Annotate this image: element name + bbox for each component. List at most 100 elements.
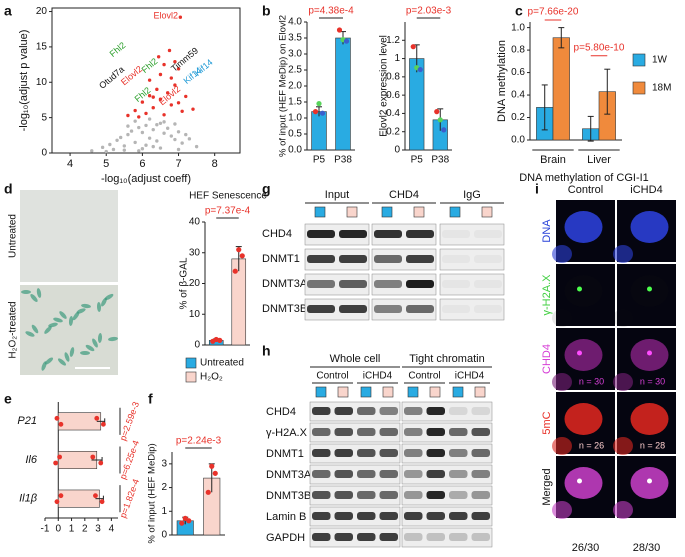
- count-label: n = 30: [640, 376, 665, 386]
- data-point: [126, 132, 130, 137]
- p-value: p=7.37e-4: [205, 206, 251, 217]
- blot-band: [426, 407, 445, 415]
- subgroup-header: iCHD4: [455, 371, 485, 382]
- blot-band: [339, 280, 367, 288]
- row-label: GAPDH: [266, 532, 305, 544]
- data-point: [191, 107, 195, 111]
- legend-label: H₂O₂: [200, 372, 223, 383]
- row-label: DNA: [541, 219, 553, 243]
- data-point: [173, 60, 177, 64]
- p-value: p=7.66e-20: [528, 7, 579, 18]
- data-point: [115, 138, 119, 142]
- data-point: [98, 460, 104, 466]
- stained-cell: [92, 338, 98, 348]
- blot-band: [374, 280, 402, 288]
- stained-cell: [44, 357, 54, 365]
- data-point: [162, 120, 166, 124]
- panel-label: g: [262, 181, 271, 197]
- data-point: [178, 15, 183, 19]
- lane-marker: [452, 386, 464, 398]
- column-header: CHD4: [389, 189, 419, 201]
- legend-swatch: [632, 53, 646, 67]
- row-label: γ-H2A.X: [541, 274, 553, 316]
- p-value: p=5.80e-10: [574, 42, 625, 53]
- data-point: [187, 137, 192, 141]
- data-point: [212, 470, 218, 476]
- blot-band: [379, 512, 398, 520]
- data-point: [239, 253, 245, 259]
- blot-band: [426, 428, 445, 436]
- y-tick-label: 0: [161, 530, 167, 541]
- blot-band: [442, 280, 470, 288]
- p-value: p=4.38e-4: [308, 6, 354, 17]
- stained-cell: [69, 347, 75, 357]
- y-tick-label: 0: [394, 145, 400, 156]
- legend-label: 1W: [652, 55, 668, 66]
- data-point: [165, 126, 170, 130]
- panel-label: a: [4, 3, 12, 19]
- blot-band: [312, 407, 331, 415]
- data-point: [144, 143, 148, 147]
- data-point: [57, 454, 62, 460]
- row-label: γ-H2A.X: [266, 427, 308, 439]
- y-tick-label: 5: [41, 112, 47, 123]
- blot-panel: [401, 527, 493, 548]
- stained-cell: [21, 290, 31, 294]
- y-tick-label: 20: [189, 278, 201, 289]
- lane-marker: [481, 206, 493, 218]
- y-tick-label: 0.4: [386, 108, 400, 119]
- data-point: [155, 87, 159, 92]
- data-point: [151, 127, 155, 132]
- y-tick-label: 3.0: [288, 49, 302, 60]
- blot-band: [426, 533, 445, 541]
- legend-label: Untreated: [200, 358, 244, 369]
- data-point: [180, 109, 184, 113]
- blot-panel: [401, 506, 493, 527]
- blot-band: [379, 491, 398, 499]
- blot-panel: [309, 506, 401, 527]
- stained-cell: [57, 358, 67, 366]
- data-point: [111, 147, 116, 152]
- data-point: [232, 268, 238, 274]
- y-axis-label: Elovl2 expression level: [379, 35, 390, 137]
- chart-title: HEF Senescence: [189, 191, 267, 202]
- lane-marker: [449, 206, 461, 218]
- data-point: [99, 499, 105, 505]
- data-point: [165, 91, 170, 95]
- blot-band: [474, 280, 502, 288]
- lane-marker: [337, 386, 349, 398]
- data-point: [151, 106, 155, 110]
- blot-band: [426, 512, 445, 520]
- subgroup-header: Control: [316, 371, 348, 382]
- blot-band: [449, 428, 468, 436]
- stained-cell: [72, 311, 80, 321]
- x-tick-label: 2: [82, 524, 88, 535]
- x-tick-label: P5: [313, 155, 326, 166]
- blot-band: [307, 305, 335, 313]
- subgroup-header: iCHD4: [363, 371, 393, 382]
- blot-panel: [309, 422, 401, 443]
- data-point: [54, 499, 60, 505]
- nucleus: [564, 275, 603, 307]
- blot-band: [374, 230, 402, 238]
- nucleus: [552, 309, 572, 327]
- nucleus: [613, 373, 633, 391]
- count-label: n = 30: [579, 376, 604, 386]
- stained-cell: [36, 288, 42, 298]
- lane-marker: [315, 386, 327, 398]
- x-tick-label: 1: [69, 524, 75, 535]
- y-tick-label: Il1β: [19, 493, 38, 505]
- blot-band: [334, 470, 353, 478]
- data-point: [169, 76, 174, 80]
- blot-band: [471, 470, 490, 478]
- data-point: [158, 146, 163, 150]
- stained-cell: [108, 336, 118, 342]
- blot-panel: [371, 298, 437, 321]
- legend-swatch: [185, 371, 197, 383]
- data-point: [58, 421, 64, 427]
- y-tick-label: 0.0: [511, 135, 525, 146]
- data-point: [236, 247, 242, 253]
- y-tick-label: 3.5: [288, 33, 302, 44]
- stained-cell: [53, 317, 63, 323]
- data-point: [158, 121, 163, 125]
